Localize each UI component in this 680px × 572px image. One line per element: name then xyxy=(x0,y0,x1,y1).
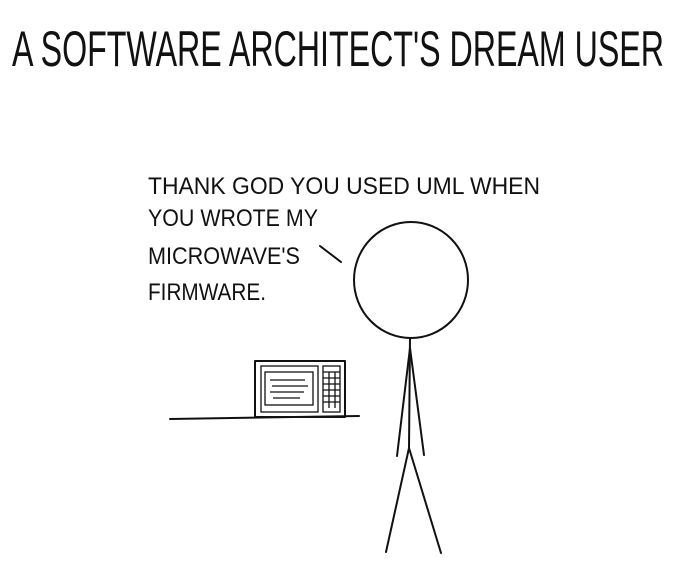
microwave-window xyxy=(264,371,314,406)
microwave xyxy=(254,360,346,418)
speech-line: YOU WROTE MY xyxy=(148,205,318,232)
speech-line: THANK GOD YOU USED UML WHEN xyxy=(148,173,540,200)
keypad xyxy=(323,371,340,408)
arms xyxy=(396,347,425,457)
legs xyxy=(385,447,442,554)
comic-title: A SOFTWARE ARCHITECT'S DREAM USER xyxy=(12,21,664,77)
control-panel xyxy=(322,365,341,413)
microwave-door xyxy=(260,365,319,413)
speech-line: MICROWAVE'S xyxy=(148,243,300,270)
microwave-body xyxy=(254,360,346,418)
stick-figure xyxy=(353,221,469,554)
window-glare xyxy=(270,379,308,399)
head xyxy=(353,221,469,339)
speech-line: FIRMWARE. xyxy=(148,279,266,306)
speech-tick xyxy=(319,245,342,263)
